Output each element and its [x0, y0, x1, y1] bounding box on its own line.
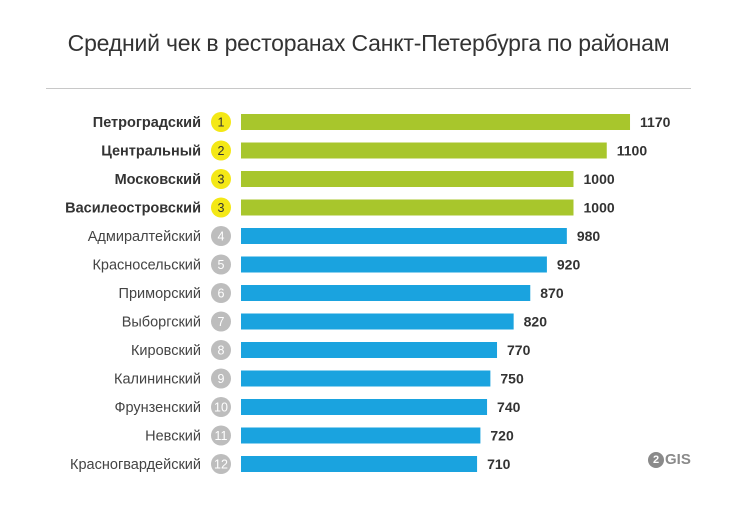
category-label: Приморский [119, 286, 201, 302]
rank-number: 5 [218, 258, 225, 272]
bar [241, 342, 498, 358]
rank-number: 1 [218, 116, 225, 130]
value-label: 1100 [617, 143, 648, 159]
category-label: Красногвардейский [70, 457, 201, 473]
rank-badge [211, 254, 231, 275]
category-label: Адмиралтейский [88, 229, 201, 245]
bar [241, 399, 488, 415]
rank-number: 10 [214, 401, 228, 415]
bar [241, 313, 514, 330]
category-label: Красносельский [92, 258, 201, 274]
chart-title: Средний чек в ресторанах Санкт-Петербург… [67, 30, 670, 56]
bar [241, 142, 607, 159]
category-label: Невский [145, 429, 201, 445]
rank-badge [211, 197, 231, 218]
value-label: 920 [557, 257, 581, 273]
bar [241, 370, 491, 387]
bar [241, 171, 574, 187]
rank-badge [211, 425, 231, 446]
rank-number: 4 [218, 230, 225, 244]
value-label: 1170 [640, 114, 671, 130]
bar [241, 456, 478, 472]
category-label: Петроградский [93, 115, 201, 131]
title-divider [46, 88, 691, 89]
rank-number: 12 [214, 458, 228, 472]
rank-badge [211, 454, 231, 474]
rank-badge [211, 368, 231, 389]
rank-badge [211, 340, 231, 360]
rank-number: 9 [218, 372, 225, 386]
category-label: Калининский [114, 372, 201, 388]
rank-number: 2 [218, 144, 225, 158]
rank-badge [211, 283, 231, 303]
value-label: 750 [500, 371, 524, 387]
value-label: 710 [487, 456, 511, 472]
rank-badge [211, 226, 231, 246]
bar [241, 427, 481, 444]
value-label: 870 [540, 285, 564, 301]
value-label: 1000 [584, 200, 615, 216]
brand-logo-text: GIS [665, 451, 691, 468]
rank-number: 11 [215, 429, 228, 443]
value-label: 980 [577, 228, 601, 244]
bar [241, 199, 574, 216]
value-label: 740 [497, 399, 521, 415]
value-label: 1000 [584, 171, 615, 187]
value-label: 820 [524, 314, 548, 330]
brand-logo-mark: 2 [648, 451, 664, 468]
rank-badge [211, 169, 231, 189]
bar [241, 285, 531, 301]
category-label: Василеостровский [65, 201, 201, 217]
category-label: Выборгский [122, 315, 201, 331]
rank-badge [211, 112, 231, 132]
category-label: Центральный [101, 144, 201, 160]
rank-number: 7 [218, 315, 225, 329]
rank-number: 8 [218, 344, 225, 358]
value-label: 720 [490, 428, 514, 444]
rank-badge [211, 140, 231, 161]
category-label: Кировский [131, 343, 201, 359]
bar [241, 114, 631, 130]
brand-logo: 2 GIS [648, 451, 691, 468]
rank-number: 3 [218, 201, 225, 215]
rank-badge [211, 397, 231, 417]
rank-number: 6 [218, 287, 225, 301]
category-label: Фрунзенский [114, 400, 201, 416]
value-label: 770 [507, 342, 531, 358]
rank-number: 3 [218, 173, 225, 187]
rank-badge [211, 311, 231, 332]
bar [241, 228, 567, 244]
bar [241, 256, 547, 273]
category-label: Московский [115, 172, 201, 188]
